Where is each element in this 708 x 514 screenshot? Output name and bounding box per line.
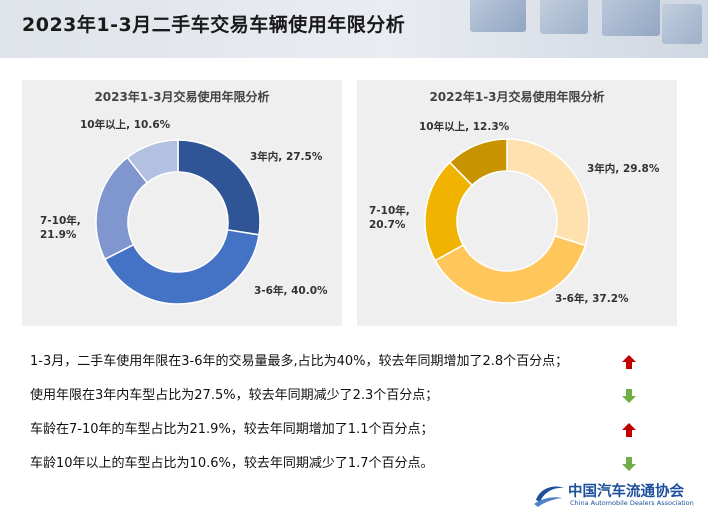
donut-slice-3 — [448, 138, 508, 187]
slice-label: 3年内, 27.5% — [250, 151, 323, 163]
decorative-cube — [470, 0, 526, 32]
decorative-cube — [602, 0, 660, 36]
chart-title: 2022年1-3月交易使用年限分析 — [429, 90, 605, 104]
arrow-down-shape — [622, 457, 636, 471]
slice-label: 3年内, 29.8% — [587, 163, 660, 175]
cada-logo-mark-icon — [534, 486, 564, 507]
slice-label: 3-6年, 40.0% — [254, 285, 328, 297]
decorative-cube — [540, 0, 588, 34]
page-title: 2023年1-3月二手车交易车辆使用年限分析 — [22, 14, 406, 36]
note-text: 车龄10年以上的车型占比为10.6%，较去年同期减少了1.7个百分点。 — [30, 456, 434, 471]
donut-chart-2022 — [424, 138, 590, 304]
note-item: 1-3月，二手车使用年限在3-6年的交易量最多,占比为40%，较去年同期增加了2… — [30, 352, 670, 372]
donut-slice-3 — [126, 139, 179, 184]
decorative-cube — [662, 4, 702, 44]
donut-slice-0 — [177, 139, 261, 236]
donut-slice-0 — [506, 138, 590, 247]
logo-name-en: China Automobile Dealers Association — [570, 499, 694, 507]
note-item: 车龄10年以上的车型占比为10.6%，较去年同期减少了1.7个百分点。 — [30, 454, 670, 474]
arrow-down-shape — [622, 389, 636, 403]
trend-up-arrow-icon — [622, 355, 636, 369]
note-text: 车龄在7-10年的车型占比为21.9%，较去年同期增加了1.1个百分点； — [30, 422, 434, 437]
donut-slice-1 — [103, 228, 260, 305]
chart-title: 2023年1-3月交易使用年限分析 — [94, 90, 270, 104]
slice-label: 7-10年, 20.7% — [369, 205, 410, 231]
arrow-up-shape — [622, 423, 636, 437]
chart-panel-2022: 2022年1-3月交易使用年限分析 3年内, 29.8% 3-6年, 37.2%… — [357, 80, 677, 326]
note-item: 车龄在7-10年的车型占比为21.9%，较去年同期增加了1.1个百分点； — [30, 420, 670, 440]
trend-down-arrow-icon — [622, 389, 636, 403]
slice-label: 10年以上, 10.6% — [80, 119, 171, 131]
note-text: 使用年限在3年内车型占比为27.5%，较去年同期减少了2.3个百分点； — [30, 388, 439, 403]
donut-slice-1 — [434, 234, 587, 304]
note-item: 使用年限在3年内车型占比为27.5%，较去年同期减少了2.3个百分点； — [30, 386, 670, 406]
header-banner: 2023年1-3月二手车交易车辆使用年限分析 — [0, 0, 708, 58]
slice-label: 7-10年, 21.9% — [40, 215, 81, 241]
slice-label: 10年以上, 12.3% — [419, 121, 510, 133]
trend-down-arrow-icon — [622, 457, 636, 471]
slice-label: 3-6年, 37.2% — [555, 293, 629, 305]
chart-panel-2023: 2023年1-3月交易使用年限分析 3年内, 27.5% 3-6年, 40.0%… — [22, 80, 342, 326]
note-text: 1-3月，二手车使用年限在3-6年的交易量最多,占比为40%，较去年同期增加了2… — [30, 354, 569, 369]
cada-logo: 中国汽车流通协会 China Automobile Dealers Associ… — [532, 480, 702, 510]
trend-up-arrow-icon — [622, 423, 636, 437]
logo-name-cn: 中国汽车流通协会 — [568, 483, 684, 500]
donut-chart-2023 — [95, 139, 261, 305]
arrow-up-shape — [622, 355, 636, 369]
